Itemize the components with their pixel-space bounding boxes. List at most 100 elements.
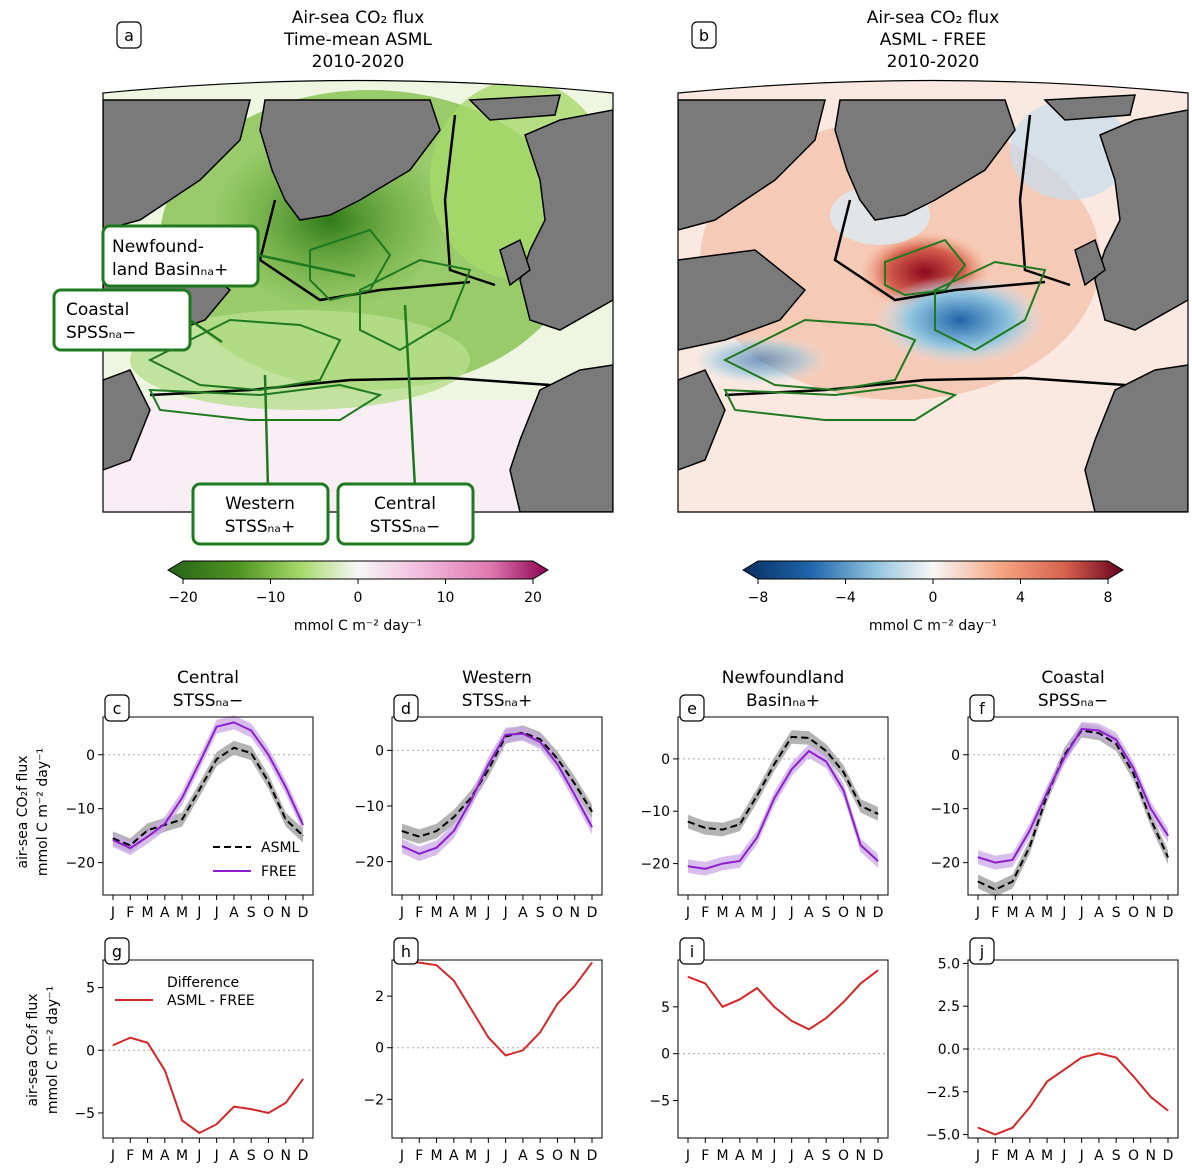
chart-i: 50−5J F M A M J J A S O N Di	[649, 937, 889, 1164]
y-tick-label: −20	[930, 856, 960, 872]
data-point	[1150, 808, 1152, 810]
data-point	[285, 786, 287, 788]
data-point	[556, 763, 558, 765]
data-point	[704, 982, 706, 984]
data-point	[877, 860, 879, 862]
data-point	[267, 781, 269, 783]
panel-letter-d: d	[393, 694, 419, 722]
data-point	[739, 860, 741, 862]
region-label-central: Central STSSₙₐ−	[336, 482, 475, 546]
chart-frame	[967, 716, 1179, 896]
data-point	[739, 823, 741, 825]
map-a-callout-lines	[189, 253, 417, 489]
x-tick-label: A	[1025, 1148, 1035, 1164]
x-tick-label: N	[855, 905, 865, 921]
data-point	[860, 805, 862, 807]
svg-text:STSSₙₐ−: STSSₙₐ−	[370, 517, 440, 537]
x-tick-label: D	[587, 905, 598, 921]
x-tick-label: S	[1112, 905, 1121, 921]
chart-title-line1: Central	[177, 668, 239, 688]
data-point	[791, 768, 793, 770]
x-tick-label: J	[975, 1148, 980, 1164]
data-point	[842, 771, 844, 773]
data-point	[556, 758, 558, 760]
data-point	[722, 863, 724, 865]
x-tick-label: A	[735, 905, 745, 921]
colorbar-b-tick-label: 0	[929, 590, 938, 606]
data-point	[250, 729, 252, 731]
map-a-title: Air-sea CO₂ flux Time-mean ASML 2010-202…	[283, 8, 432, 72]
x-tick-label: O	[552, 905, 563, 921]
data-point	[302, 824, 304, 826]
x-tick-label: D	[1163, 905, 1174, 921]
chart-frame	[677, 716, 889, 896]
x-tick-label: D	[873, 1148, 884, 1164]
x-tick-label: J	[196, 905, 201, 921]
data-point	[994, 1134, 996, 1136]
data-point	[825, 1017, 827, 1019]
panel-letter-c: c	[104, 694, 130, 722]
data-point	[302, 1078, 304, 1080]
map-b-title-line2: ASML - FREE	[880, 30, 987, 50]
x-tick-label: M	[141, 1148, 153, 1164]
data-point	[842, 789, 844, 791]
data-point	[808, 737, 810, 739]
y-tick-label: −10	[930, 802, 960, 818]
x-tick-label: M	[465, 1148, 477, 1164]
colorbar-a-tick-label: 10	[437, 590, 455, 606]
svg-text:STSSₙₐ+: STSSₙₐ+	[225, 517, 295, 537]
data-point	[522, 733, 524, 735]
svg-text:Western: Western	[225, 494, 295, 514]
x-tick-label: A	[229, 905, 239, 921]
bottom-row-ylabel: air-sea CO₂f flux mmol C m⁻² day⁻¹	[25, 986, 61, 1114]
y-tick-label: 5	[661, 1000, 670, 1016]
x-tick-label: F	[701, 1148, 709, 1164]
chart-title-line1: Western	[462, 668, 532, 688]
x-tick-label: J	[214, 1148, 219, 1164]
line-charts: 0−10−20J F M A M J J A S O N DcCentralSTSSₙₐ−ASMLFR…	[65, 668, 1179, 1164]
x-tick-label: S	[247, 1148, 256, 1164]
chart-title-line1: Newfoundland	[722, 668, 845, 688]
chart-title-line2: STSSₙₐ−	[173, 691, 243, 711]
data-point	[1063, 756, 1065, 758]
map-b-title-line3: 2010-2020	[887, 52, 980, 72]
data-point	[791, 1020, 793, 1022]
x-tick-label: J	[1079, 905, 1084, 921]
data-point	[1098, 729, 1100, 731]
svg-text:Central: Central	[374, 494, 436, 514]
data-point	[216, 726, 218, 728]
data-point	[233, 1106, 235, 1108]
data-point	[233, 721, 235, 723]
x-tick-label: J	[503, 905, 508, 921]
svg-text:j: j	[979, 942, 984, 961]
data-point	[418, 836, 420, 838]
y-tick-label: −20	[65, 856, 95, 872]
x-tick-label: O	[1128, 905, 1139, 921]
data-point	[1115, 743, 1117, 745]
region-label-western: Western STSSₙₐ+	[191, 482, 330, 546]
x-tick-label: A	[518, 1148, 528, 1164]
data-point	[147, 829, 149, 831]
data-point	[1150, 1096, 1152, 1098]
x-tick-label: A	[160, 905, 170, 921]
x-tick-label: D	[873, 905, 884, 921]
data-point	[1081, 728, 1083, 730]
x-tick-label: M	[751, 905, 763, 921]
data-point	[756, 836, 758, 838]
x-tick-label: A	[229, 1148, 239, 1164]
x-tick-label: F	[415, 905, 423, 921]
x-tick-label: A	[160, 1148, 170, 1164]
x-tick-label: J	[110, 1148, 115, 1164]
colorbar-a-label: mmol C m⁻² day⁻¹	[294, 618, 422, 634]
data-point	[250, 1108, 252, 1110]
x-tick-label: J	[1061, 905, 1066, 921]
data-point	[505, 734, 507, 736]
data-point	[181, 1119, 183, 1121]
data-point	[1063, 754, 1065, 756]
svg-text:SPSSₙₐ−: SPSSₙₐ−	[66, 323, 136, 343]
x-tick-label: J	[685, 1148, 690, 1164]
data-point	[112, 1044, 114, 1046]
data-point	[418, 853, 420, 855]
